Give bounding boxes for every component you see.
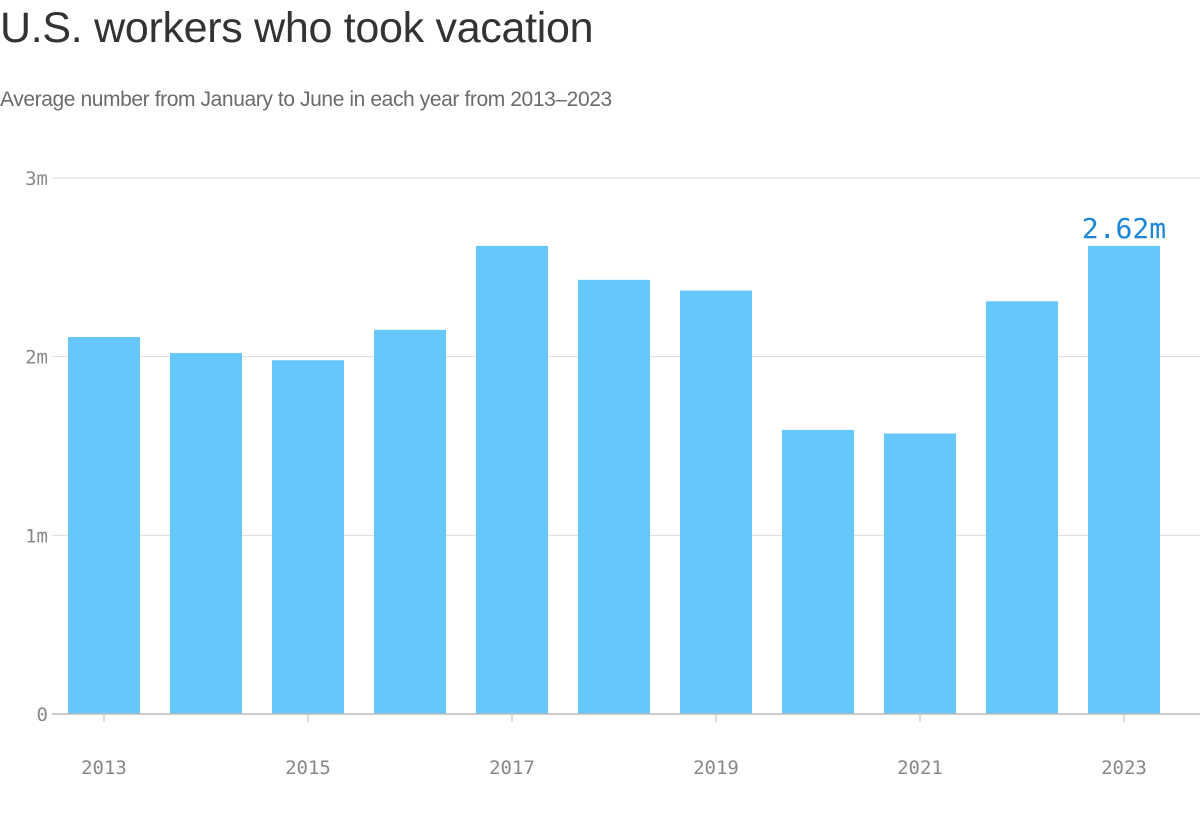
y-tick-label: 1m: [25, 525, 48, 547]
y-tick-label: 3m: [25, 168, 48, 190]
x-tick-label: 2019: [693, 757, 739, 779]
bars: [68, 245, 1160, 715]
chart-title: U.S. workers who took vacation: [0, 4, 594, 52]
labels: 0 1m 2m 3m 2013 2015 2017 2019 2021 2023 2.62m: [25, 168, 1166, 779]
bar-2017: [476, 245, 548, 715]
bar-2020: [782, 429, 854, 714]
y-tick-label: 0: [37, 704, 48, 726]
x-tick-label: 2017: [489, 757, 535, 779]
bar-2021: [884, 433, 956, 714]
bar-2015: [272, 360, 344, 714]
bar-2022: [986, 301, 1058, 714]
chart-subtitle: Average number from January to June in e…: [0, 88, 612, 111]
axes: [52, 713, 1200, 722]
x-tick-label: 2013: [81, 757, 127, 779]
x-tick-label: 2015: [285, 757, 331, 779]
bar-2016: [374, 329, 446, 714]
x-tick-label: 2023: [1101, 757, 1147, 779]
bar-2019: [680, 290, 752, 714]
bar-2013: [68, 337, 140, 714]
y-tick-label: 2m: [25, 347, 48, 369]
bar-2018: [578, 279, 650, 714]
bar-2023: [1088, 245, 1160, 715]
value-callout: 2.62m: [1082, 212, 1166, 245]
bar-2014: [170, 353, 242, 714]
x-tick-label: 2021: [897, 757, 943, 779]
